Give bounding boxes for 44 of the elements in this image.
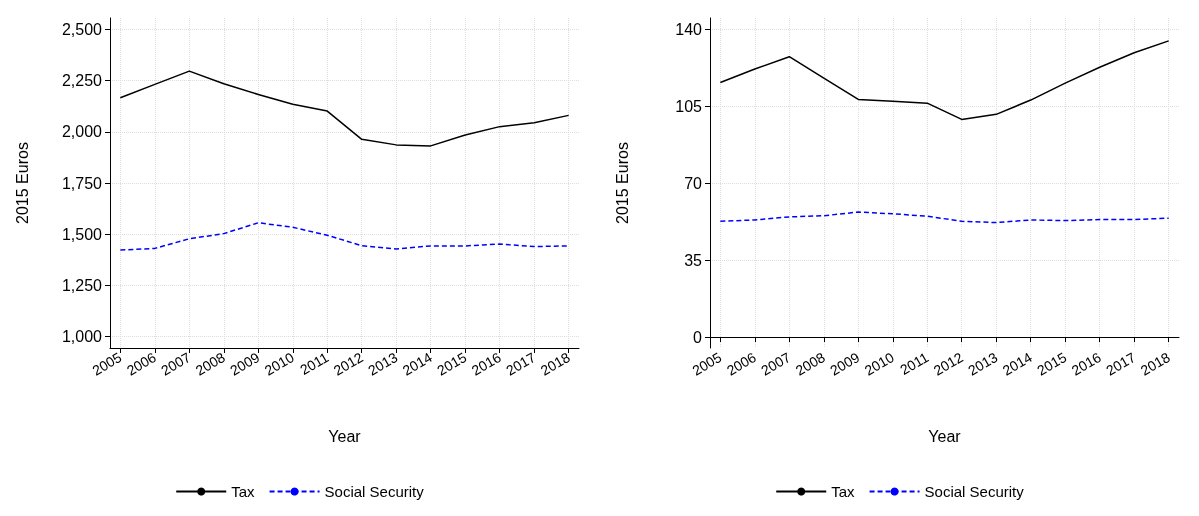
- y-axis-title: 2015 Euros: [13, 142, 31, 224]
- x-tick-label: 2013: [365, 348, 401, 379]
- x-tick-label: 2013: [965, 348, 1001, 379]
- x-tick-label: 2006: [123, 348, 160, 379]
- y-tick-label: 2,000: [61, 123, 103, 141]
- y-tick-label: 1,500: [61, 225, 103, 243]
- x-tick-label: 2016: [468, 348, 504, 379]
- x-tick-label: 2009: [827, 348, 863, 379]
- x-tick-label: 2012: [330, 348, 366, 379]
- x-tick-label: 2011: [897, 348, 932, 378]
- x-tick-label: 2006: [723, 348, 760, 379]
- x-tick-label: 2014: [399, 348, 435, 379]
- x-tick-label: 2011: [297, 348, 332, 378]
- legend-label: Tax: [831, 483, 856, 500]
- legend-label: Social Security: [324, 483, 425, 500]
- x-tick-label: 2018: [1137, 348, 1173, 379]
- x-tick-label: 2010: [261, 348, 297, 379]
- line-series: [119, 222, 570, 251]
- x-tick-label: 2010: [861, 348, 897, 379]
- y-tick-label: 1,750: [61, 174, 103, 192]
- y-tick-label: 2,250: [61, 72, 103, 90]
- y-tick-label: 70: [684, 174, 703, 192]
- x-tick-label: 2009: [227, 348, 263, 379]
- y-tick-label: 140: [675, 20, 703, 38]
- y-tick-label: 1,000: [61, 328, 103, 346]
- y-tick-label: 1,250: [61, 276, 103, 294]
- legend-label: Tax: [231, 483, 256, 500]
- x-axis-title: Year: [928, 427, 962, 445]
- line-series: [719, 211, 1170, 224]
- x-tick-label: 2008: [192, 348, 228, 379]
- legend-label: Social Security: [924, 483, 1025, 500]
- y-tick-label: 105: [675, 97, 703, 115]
- y-tick-label: 35: [684, 251, 703, 269]
- x-axis-title: Year: [328, 427, 362, 445]
- line-series: [719, 40, 1170, 121]
- line-series: [119, 70, 570, 147]
- x-tick-label: 2012: [930, 348, 966, 379]
- y-tick-label: 2,500: [61, 20, 103, 38]
- y-tick-label: 0: [693, 328, 703, 346]
- y-axis-title: 2015 Euros: [613, 142, 631, 224]
- x-tick-label: 2018: [537, 348, 573, 379]
- x-tick-label: 2008: [792, 348, 828, 379]
- x-tick-label: 2014: [999, 348, 1035, 379]
- x-tick-label: 2016: [1068, 348, 1104, 379]
